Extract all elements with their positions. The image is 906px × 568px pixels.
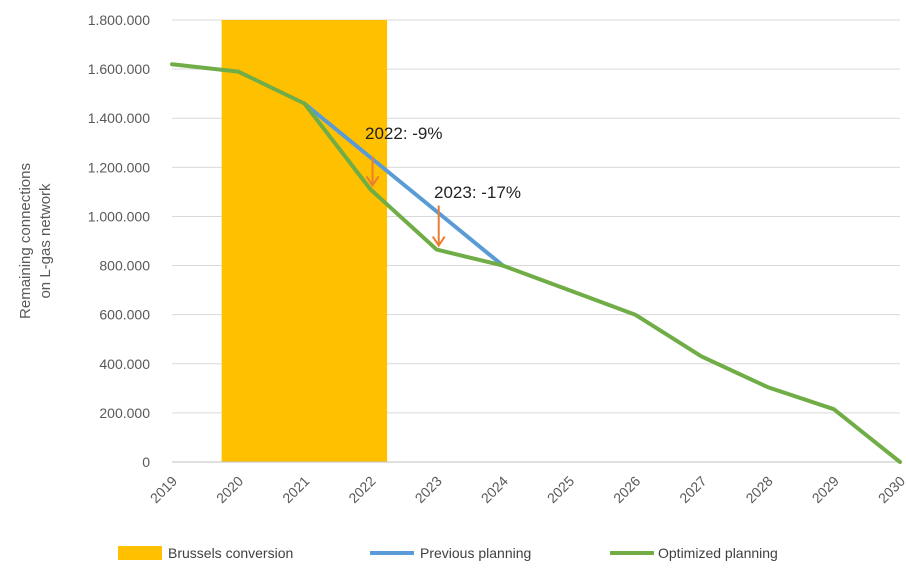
legend-label-optimized-planning: Optimized planning xyxy=(658,545,778,561)
annotation-label: 2023: -17% xyxy=(434,183,521,202)
x-tick-label: 2028 xyxy=(742,473,775,506)
y-tick-label: 1.000.000 xyxy=(88,208,150,224)
x-tick-label: 2020 xyxy=(213,473,246,506)
annotation-arrow-head xyxy=(431,236,446,248)
y-tick-label: 1.600.000 xyxy=(88,61,150,77)
y-tick-label: 0 xyxy=(142,454,150,470)
y-tick-label: 1.800.000 xyxy=(88,12,150,28)
y-tick-label: 1.200.000 xyxy=(88,159,150,175)
x-tick-label: 2023 xyxy=(412,473,445,506)
y-tick-label: 800.000 xyxy=(99,258,150,274)
x-tick-label: 2022 xyxy=(345,473,378,506)
annotation-arrow-head xyxy=(365,175,380,188)
x-tick-label: 2026 xyxy=(610,473,643,506)
y-tick-label: 400.000 xyxy=(99,356,150,372)
y-axis-title-line-1: Remaining connections xyxy=(17,163,34,319)
x-tick-label: 2029 xyxy=(809,473,842,506)
x-tick-label: 2021 xyxy=(279,473,312,506)
annotation-label: 2022: -9% xyxy=(365,124,443,143)
x-tick-label: 2024 xyxy=(478,473,511,506)
brussels-conversion-band xyxy=(221,20,388,462)
x-tick-label: 2027 xyxy=(676,473,709,506)
y-tick-label: 1.400.000 xyxy=(88,110,150,126)
y-tick-label: 200.000 xyxy=(99,405,150,421)
legend-swatch-brussels-conversion xyxy=(118,546,162,560)
x-tick-label: 2025 xyxy=(544,473,577,506)
x-tick-label: 2019 xyxy=(147,473,180,506)
legend-label-brussels-conversion: Brussels conversion xyxy=(168,545,293,561)
legend-label-previous-planning: Previous planning xyxy=(420,545,531,561)
previous-planning-line xyxy=(302,101,505,268)
x-tick-label: 2030 xyxy=(875,473,906,506)
y-tick-label: 600.000 xyxy=(99,307,150,323)
y-axis-title-line-2: on L-gas network xyxy=(37,183,54,299)
optimized-planning-line xyxy=(170,62,902,464)
